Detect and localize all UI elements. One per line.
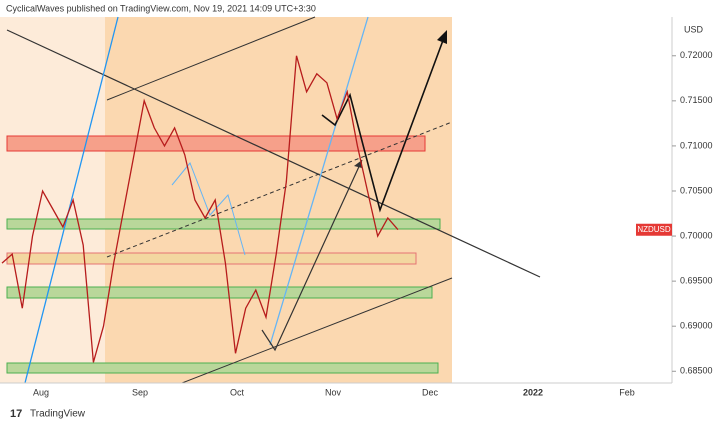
- y-tick-label: 0.68500: [680, 366, 713, 376]
- support-zone: [6, 362, 439, 374]
- x-tick-label: Sep: [132, 387, 148, 397]
- x-tick-label: Aug: [33, 387, 49, 397]
- trend-line: [6, 29, 541, 278]
- arrow: [321, 34, 446, 213]
- symbol-label: NZDUSD: [637, 225, 671, 234]
- y-tick-label: 0.72000: [680, 50, 713, 60]
- x-tick-label: Oct: [230, 387, 245, 397]
- x-tick-label: 2022: [523, 387, 543, 397]
- support-zone: [6, 286, 433, 299]
- arrow-head: [354, 160, 362, 168]
- resistance-zone: [6, 135, 426, 152]
- y-tick-label: 0.70500: [680, 185, 713, 195]
- range-shade: [105, 17, 452, 383]
- support-zone: [6, 252, 417, 265]
- price-line: [1, 55, 399, 363]
- x-tick-label: Nov: [325, 387, 342, 397]
- arrow-head: [437, 30, 447, 44]
- support-zone: [6, 218, 441, 230]
- logo: 17: [10, 408, 22, 420]
- footer: TradingView: [30, 409, 86, 420]
- x-tick-label: Dec: [422, 387, 439, 397]
- channel-mid: [106, 121, 453, 258]
- symbol-badge: [636, 223, 672, 236]
- y-tick-label: 0.71000: [680, 140, 713, 150]
- x-tick-label: Feb: [619, 387, 635, 397]
- blue-line: [24, 16, 119, 384]
- y-tick-label: 0.69500: [680, 276, 713, 286]
- wave-path: [171, 162, 246, 256]
- y-tick-label: 0.71500: [680, 95, 713, 105]
- y-tick-label: 0.70000: [680, 230, 713, 240]
- blue-line: [269, 16, 369, 346]
- channel-line: [181, 277, 453, 384]
- channel-line: [106, 16, 316, 101]
- currency-label: USD: [684, 24, 704, 34]
- y-tick-label: 0.69000: [680, 321, 713, 331]
- arrow: [261, 159, 363, 352]
- header: CyclicalWaves published on TradingView.c…: [6, 3, 316, 13]
